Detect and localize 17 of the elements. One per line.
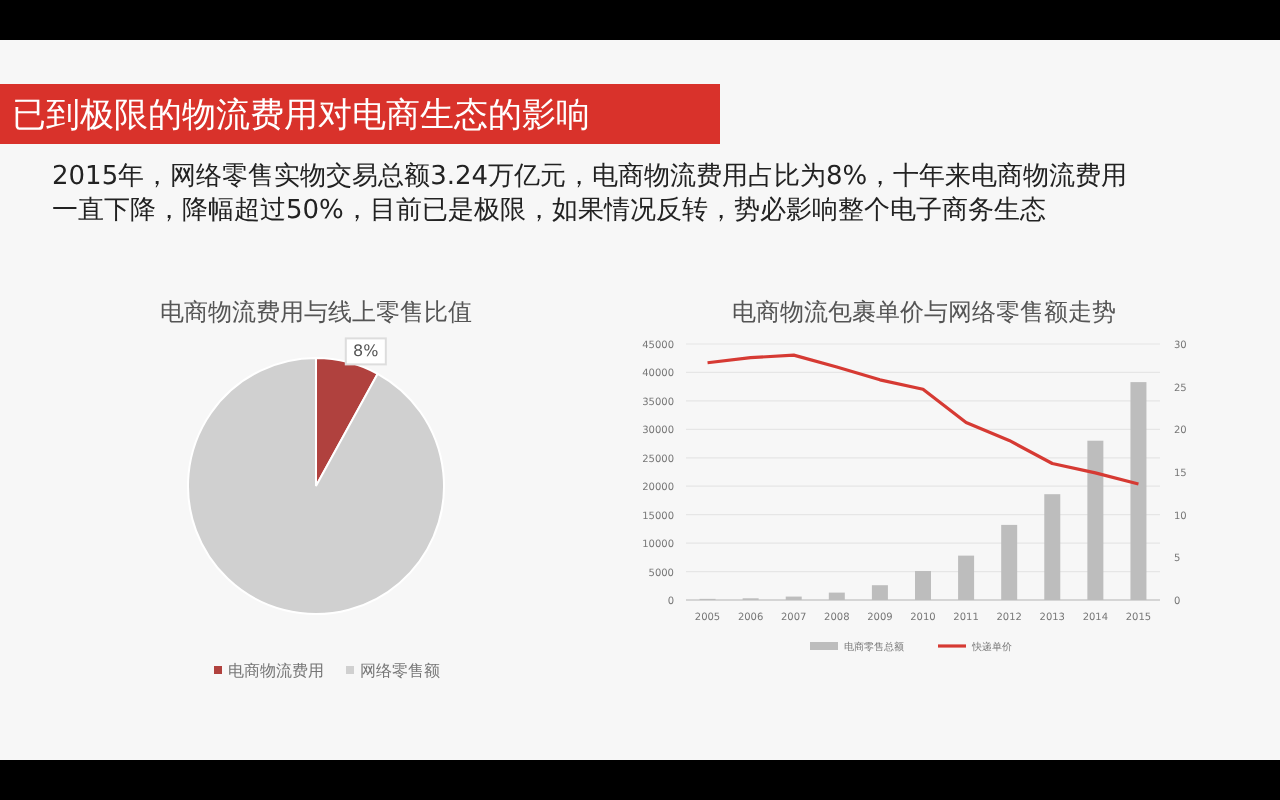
line-series (705, 353, 1141, 486)
pie-slice (187, 357, 445, 615)
text: 已到极限的物流费用对电商生态的影响 (12, 96, 590, 136)
legend-label: 网络零售额 (360, 662, 440, 680)
legend-label: 电商物流费用 (228, 662, 324, 680)
bar (1044, 494, 1061, 600)
data-label: 8% (353, 342, 380, 361)
bar (1130, 382, 1147, 600)
bar (915, 570, 931, 600)
bar (828, 592, 845, 600)
bar (871, 585, 888, 600)
chart-title: 电商物流费用与线上零售比值 (160, 298, 472, 326)
bar (958, 555, 975, 600)
chart-title: 电商物流包裹单价与网络零售额走势 (732, 298, 1116, 326)
bar (1001, 524, 1018, 600)
bar (1087, 440, 1104, 600)
text: 2015年，网络零售实物交易总额3.24万亿元，电商物流费用占比为8%，十年来电商物流费用一直下降，降幅超过50%，目前已是极限，如果情况反转，势必影响整个电子商务生态 (52, 160, 1130, 228)
